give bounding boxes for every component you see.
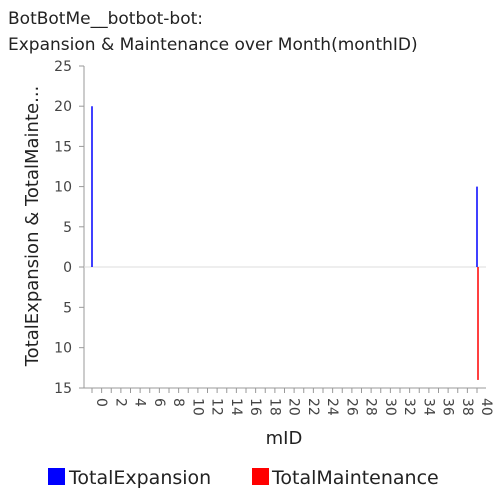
x-tick-label: 6 [151, 398, 167, 407]
y-axis-title: TotalExpansion & TotalMainte... [22, 86, 43, 368]
x-tick-label: 8 [170, 398, 186, 407]
x-tick-label: 22 [305, 398, 321, 416]
x-tick-label: 10 [189, 398, 205, 416]
x-tick-label: 4 [132, 398, 148, 407]
x-tick-label: 0 [93, 398, 109, 407]
x-tick-label: 36 [440, 398, 456, 416]
legend: TotalExpansion TotalMaintenance [48, 467, 439, 489]
y-tick-label: 0 [63, 260, 72, 276]
legend-swatch-totalexpansion [48, 468, 65, 485]
x-tick-label: 20 [286, 398, 302, 416]
y-tick-label: 10 [54, 341, 72, 357]
x-tick-label: 40 [478, 398, 494, 416]
chart-title: BotBotMe__botbot-bot: Expansion & Mainte… [8, 9, 418, 55]
legend-label-totalexpansion: TotalExpansion [68, 467, 211, 489]
y-tick-label: 15 [54, 381, 72, 397]
x-tick-label: 24 [324, 398, 340, 416]
x-tick-label: 34 [420, 398, 436, 416]
legend-item-totalmaintenance[interactable]: TotalMaintenance [252, 467, 439, 489]
y-tick-label: 5 [63, 220, 72, 236]
x-tick-label: 16 [247, 398, 263, 416]
x-tick-label: 26 [343, 398, 359, 416]
x-axis-title: mID [266, 428, 303, 449]
y-tick-label: 15 [54, 139, 72, 155]
legend-item-totalexpansion[interactable]: TotalExpansion [48, 467, 211, 489]
legend-swatch-totalmaintenance [252, 468, 269, 485]
y-tick-label: 25 [54, 59, 72, 75]
x-tick-label: 18 [266, 398, 282, 416]
x-tick-label: 2 [112, 398, 128, 407]
legend-label-totalmaintenance: TotalMaintenance [271, 467, 439, 489]
x-tick-label: 38 [459, 398, 475, 416]
chart-title-line-1: BotBotMe__botbot-bot: [8, 9, 203, 29]
x-tick-label: 12 [209, 398, 225, 416]
x-tick-label: 32 [401, 398, 417, 416]
x-tick-label: 28 [363, 398, 379, 416]
y-tick-label: 20 [54, 99, 72, 115]
y-tick-label: 10 [54, 180, 72, 196]
y-tick-label: 5 [63, 300, 72, 316]
x-tick-label: 14 [228, 398, 244, 416]
chart-title-line-2: Expansion & Maintenance over Month(month… [8, 35, 418, 55]
x-tick-label: 30 [382, 398, 398, 416]
